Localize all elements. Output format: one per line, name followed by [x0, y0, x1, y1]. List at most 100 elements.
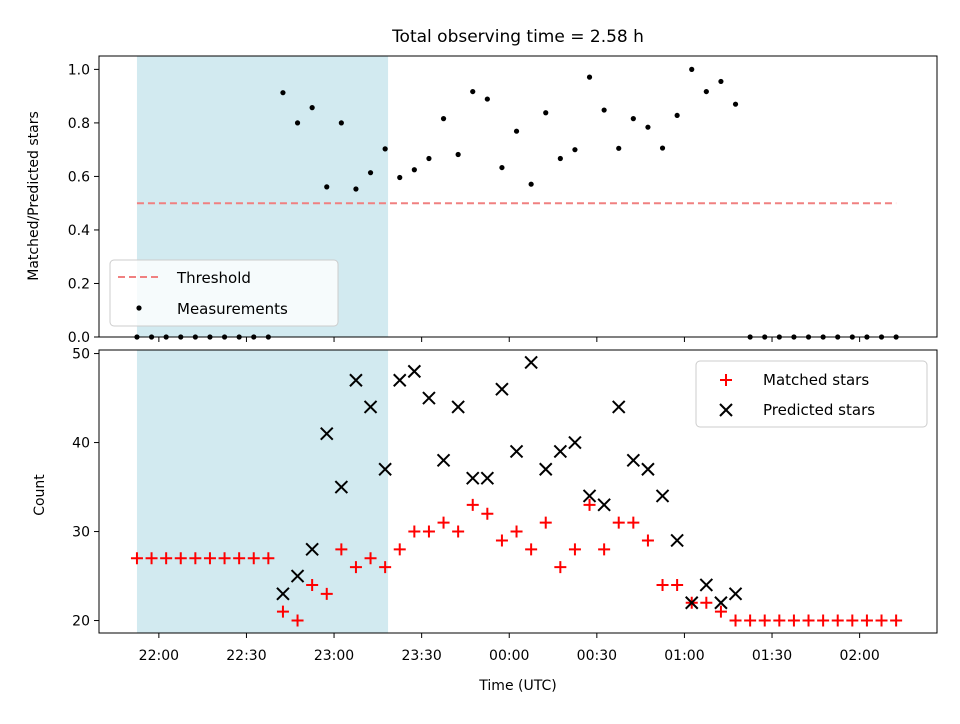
measurement-point [499, 164, 505, 171]
predicted-star-point [334, 480, 349, 494]
measurement-point [353, 186, 359, 192]
measurement-point [674, 112, 680, 119]
measurement-point [382, 146, 388, 152]
matched-star-point [422, 525, 435, 538]
observing-window-band-bottom [136, 350, 389, 633]
matched-star-point [262, 552, 275, 565]
matched-star-point [174, 552, 187, 565]
x-tick-label: 01:30 [752, 648, 792, 664]
predicted-star-point [641, 462, 655, 476]
matched-star-point [393, 543, 406, 556]
legend-matched-label: Matched stars [763, 371, 869, 389]
matched-star-point [291, 614, 304, 627]
matched-star-point [335, 543, 348, 556]
matched-star-point [744, 614, 757, 627]
matched-star-point [539, 516, 552, 529]
top-y-tick-label: 1.0 [68, 62, 90, 78]
x-tick-label: 23:00 [314, 648, 354, 664]
bottom-x-ticks: 22:00 22:30 23:00 23:30 00:00 00:30 01:00 01:30… [139, 633, 880, 664]
measurement-point [689, 66, 695, 72]
matched-star-point [233, 552, 246, 565]
measurement-point [280, 90, 286, 96]
matched-star-point [846, 614, 859, 627]
matched-star-point [408, 525, 421, 538]
measurement-point [440, 116, 447, 122]
predicted-star-point [466, 471, 480, 485]
predicted-star-point [553, 444, 568, 459]
measurement-point [484, 96, 490, 102]
matched-star-point [656, 578, 669, 591]
measurement-point [470, 88, 476, 95]
measurement-point [732, 101, 739, 107]
matched-star-point [160, 552, 173, 565]
predicted-star-point [670, 533, 684, 548]
matched-star-point [671, 578, 684, 591]
measurement-point [367, 170, 374, 176]
measurement-point [659, 145, 666, 151]
top-y-tick-label: 0.2 [68, 276, 90, 292]
predicted-star-point [495, 382, 509, 396]
predicted-star-point [290, 569, 305, 583]
top-x-ticks [158, 337, 861, 342]
measurement-point [718, 78, 724, 85]
matched-star-point [700, 596, 713, 609]
measurement-point [703, 88, 709, 95]
legend-measurement-swatch [136, 305, 142, 311]
predicted-star-point [597, 498, 611, 512]
predicted-star-point [276, 587, 290, 601]
measurement-point [324, 184, 330, 190]
top-y-tick-label: 0.6 [68, 169, 90, 185]
x-tick-label: 02:00 [839, 648, 879, 664]
predicted-star-point [509, 444, 524, 459]
top-axes-frame [98, 55, 938, 338]
matched-star-point [612, 516, 625, 529]
measurement-point [630, 116, 636, 122]
top-y-tick-label: 0.0 [68, 330, 90, 346]
x-tick-label: 22:30 [226, 648, 266, 664]
matched-star-point [189, 552, 202, 565]
measurement-point [338, 120, 344, 126]
matched-star-point [641, 534, 654, 547]
bottom-y-ticks: 20 30 40 50 [72, 347, 99, 630]
legend-measurements-label: Measurements [177, 300, 288, 318]
matched-star-point [758, 614, 771, 627]
predicted-star-point [524, 355, 538, 370]
bottom-y-tick-label: 50 [72, 347, 90, 363]
top-panel: 0.0 0.2 0.4 0.6 0.8 1.0 Matched/Predicted sta… [26, 55, 938, 346]
bottom-legend: Matched stars Predicted stars [695, 360, 928, 428]
bottom-y-axis-label: Count [32, 474, 48, 516]
matched-star-point [306, 578, 319, 591]
measurement-point [294, 120, 301, 126]
predicted-star-point [378, 462, 392, 476]
predicted-star-point [305, 542, 319, 557]
bottom-panel: 20 30 40 50 22:00 22:30 23:00 23:30 00:00 00:30 0… [32, 347, 938, 694]
predicted-star-point [568, 435, 582, 450]
measurement-point [572, 147, 578, 153]
predicted-star-point [685, 596, 699, 610]
predicted-star-point [728, 587, 743, 601]
matched-star-point [145, 552, 158, 565]
matched-star-point [554, 561, 567, 574]
top-y-tick-label: 0.8 [68, 116, 90, 132]
x-tick-label: 00:00 [489, 648, 529, 664]
measurement-point [543, 110, 549, 116]
top-y-axis-label: Matched/Predicted stars [26, 111, 42, 281]
chart-title: Total observing time = 2.58 h [391, 27, 644, 47]
predicted-star-point [422, 391, 436, 405]
matched-star-point [203, 552, 216, 565]
predicted-star-point [320, 426, 334, 441]
measurement-point [601, 107, 607, 113]
matched-star-point [495, 534, 508, 547]
predicted-star-point [612, 400, 626, 414]
matched-star-point [452, 525, 465, 538]
predicted-star-point [393, 373, 407, 387]
matched-star-point [437, 516, 450, 529]
measurement-point [586, 74, 593, 80]
matched-star-point [773, 614, 786, 627]
matched-star-point [831, 614, 844, 627]
matched-star-point [598, 543, 611, 556]
matched-star-point [568, 543, 581, 556]
predicted-star-point [349, 373, 363, 387]
predicted-stars-points [276, 355, 743, 610]
measurement-point [616, 145, 622, 151]
